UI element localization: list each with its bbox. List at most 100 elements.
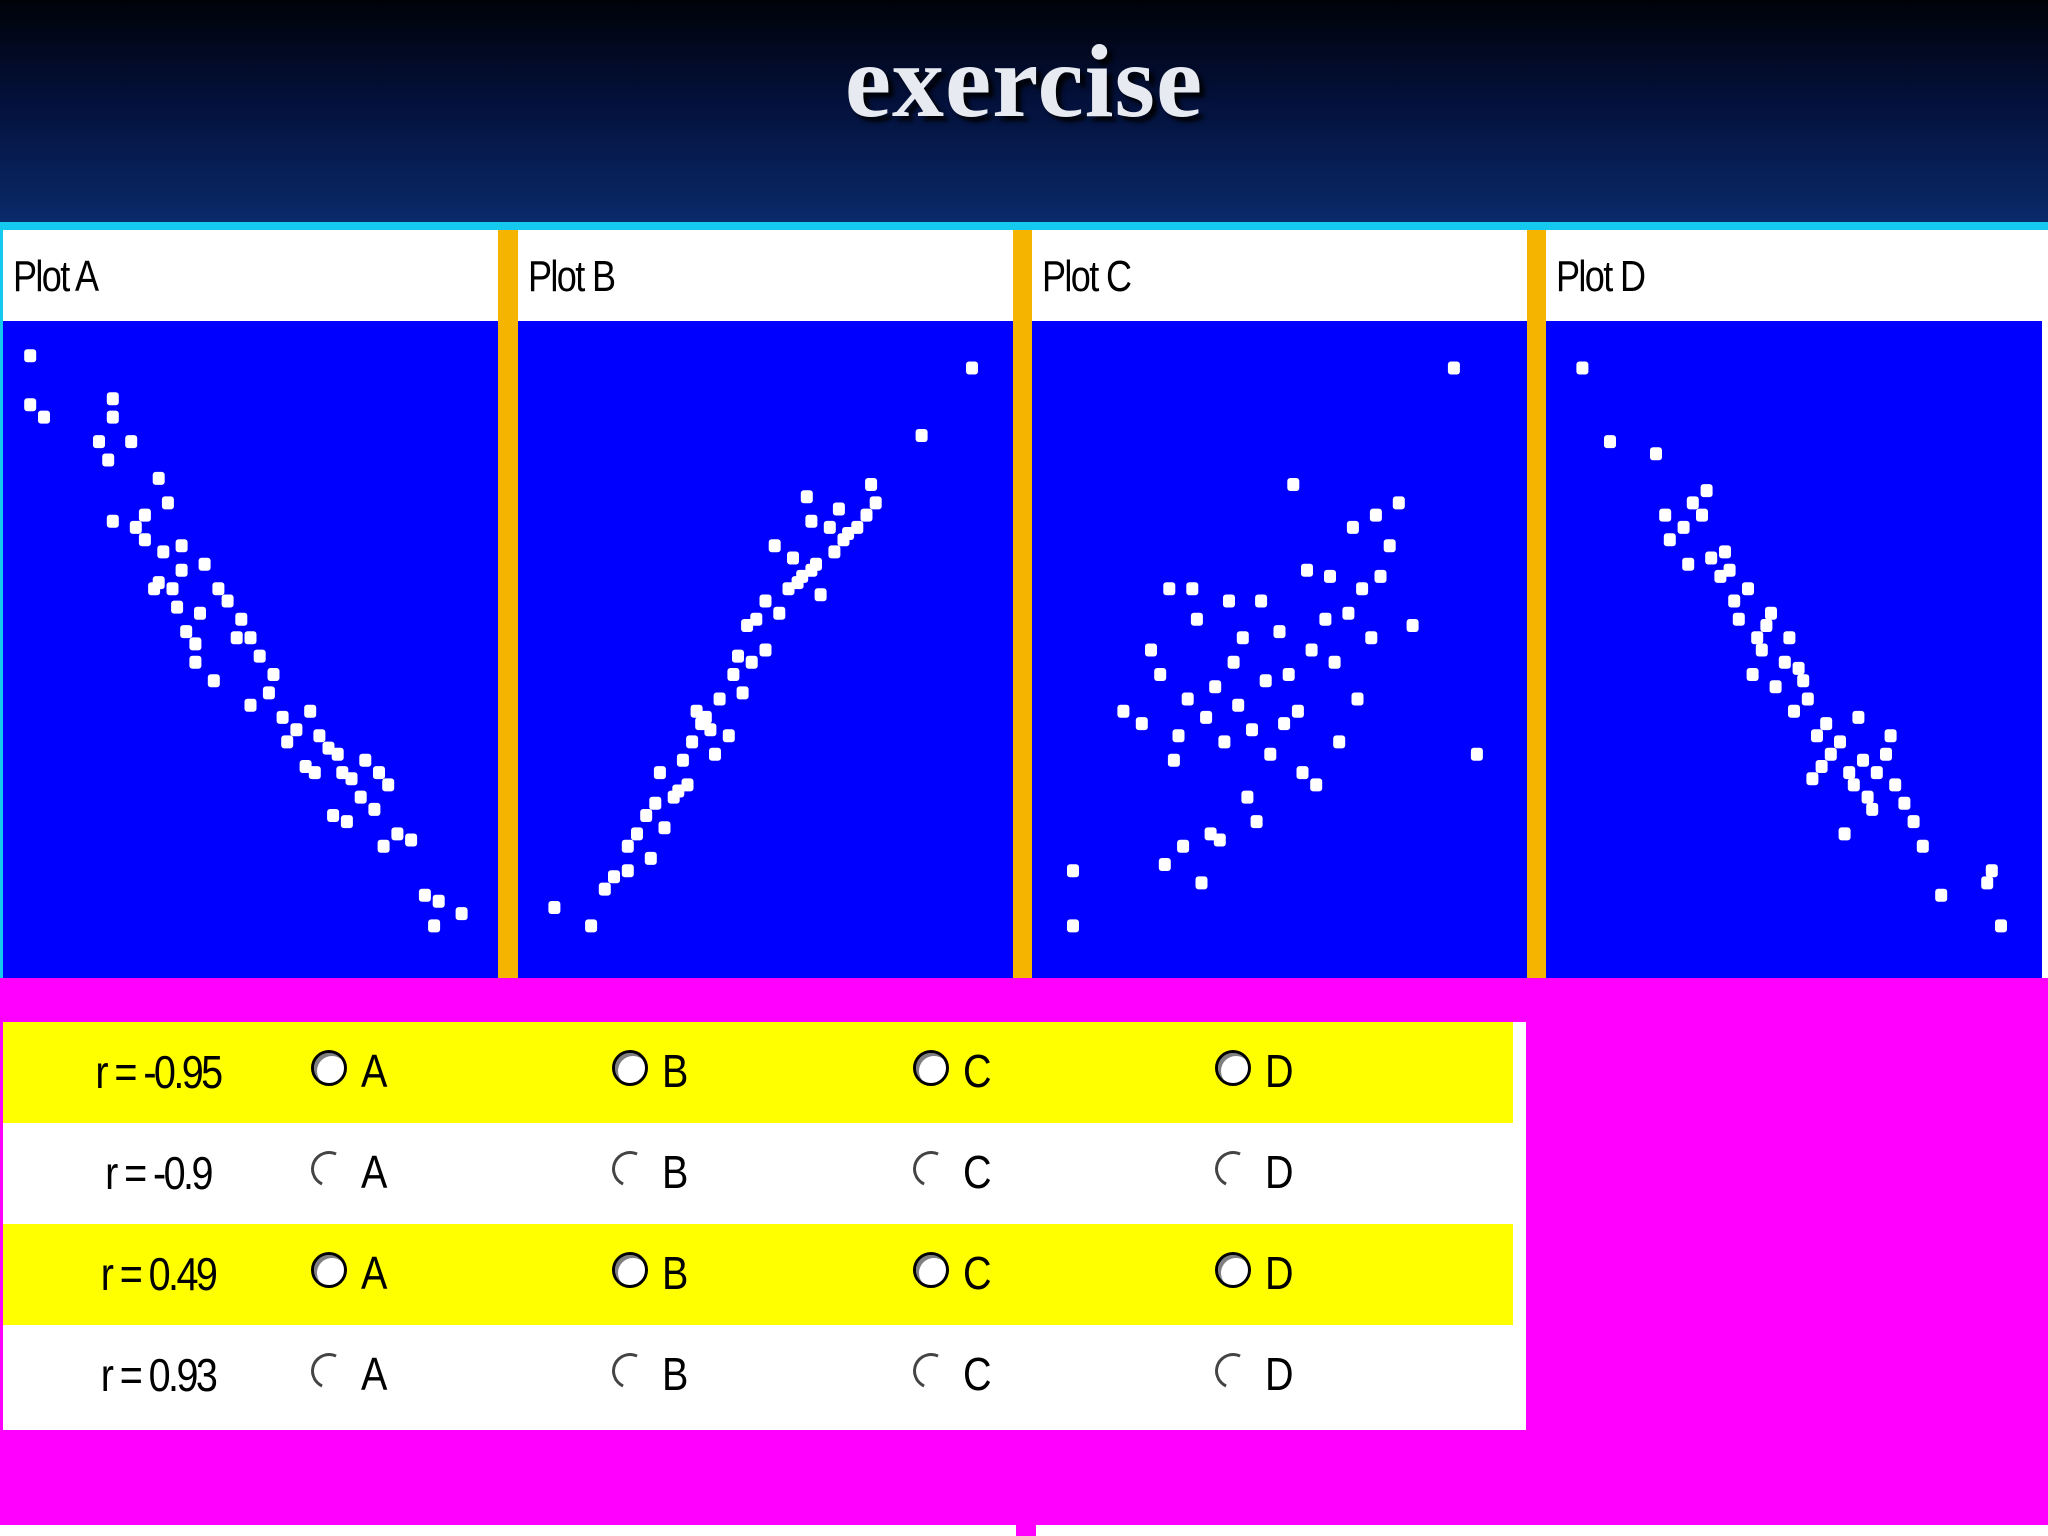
plot-c-scatter [1067,361,1483,933]
scatter-point [640,809,653,822]
scatter-point [1447,361,1460,375]
scatter-point [1995,919,2007,933]
scatter-point [1167,753,1180,767]
option-d-radio[interactable]: D [1209,1347,1415,1403]
scatter-point [1296,766,1309,780]
radio-icon[interactable] [311,1050,347,1086]
scatter-point [377,839,390,853]
scatter-point [681,778,694,792]
option-letter: C [963,1348,992,1400]
option-a-radio[interactable]: A [311,1044,511,1100]
scatter-point [732,649,744,663]
scatter-point [722,729,735,743]
radio-icon[interactable] [1215,1050,1251,1086]
scatter-point [171,600,184,614]
radio-icon[interactable] [612,1252,648,1288]
plot-panel-b: Plot B [518,230,1013,978]
plot-label-bar: Plot C [1032,230,1527,321]
scatter-point [1783,631,1796,645]
scatter-point [768,539,781,553]
scatter-point [235,612,248,626]
scatter-point [1259,674,1272,688]
plot-d-area [1546,321,2042,978]
radio-icon[interactable] [913,1050,949,1086]
scatter-point [713,692,726,706]
option-b-radio[interactable]: B [612,1246,812,1302]
scatter-point [653,766,666,780]
scatter-point [1834,735,1846,749]
option-c-radio[interactable]: C [913,1044,1113,1100]
plot-c-area [1032,321,1527,978]
option-c-radio[interactable]: C [907,1347,1113,1403]
scatter-point [1866,802,1879,816]
radio-icon[interactable] [606,1347,654,1395]
scatter-point [1346,520,1359,534]
scatter-point [1732,612,1745,626]
radio-icon[interactable] [305,1145,353,1193]
option-letter: D [1265,1045,1294,1097]
plot-panel-d: Plot D [1546,230,2042,978]
radio-icon[interactable] [913,1252,949,1288]
scatter-point [221,594,234,608]
option-c-radio[interactable]: C [907,1145,1113,1201]
scatter-point [1663,533,1676,547]
scatter-point [313,729,326,743]
option-b-radio[interactable]: B [606,1145,812,1201]
scatter-point [621,839,634,853]
radio-icon[interactable] [1215,1252,1251,1288]
scatter-point [649,796,662,810]
scatter-point [1264,747,1277,761]
option-d-radio[interactable]: D [1215,1246,1415,1302]
plot-c-label: Plot C [1042,252,1132,301]
scatter-point [1792,661,1805,675]
scatter-point [148,582,161,596]
option-a-radio[interactable]: A [311,1246,511,1302]
radio-icon[interactable] [606,1145,654,1193]
question-row: r = 0.49 A B C D [3,1224,1513,1325]
radio-icon[interactable] [907,1145,955,1193]
radio-icon[interactable] [305,1347,353,1395]
radio-icon[interactable] [1209,1145,1257,1193]
scatter-point [276,710,289,724]
scatter-point [1880,747,1892,761]
radio-icon[interactable] [311,1252,347,1288]
option-letter: D [1265,1348,1294,1400]
question-row: r = 0.93 A B C D [3,1325,1513,1426]
scatter-point [1227,655,1240,669]
option-c-radio[interactable]: C [913,1246,1113,1302]
scatter-point [1760,619,1773,632]
slide-title: exercise [844,24,1204,139]
scatter-point [865,478,878,491]
scatter-point [1769,680,1782,694]
scatter-point [782,582,795,596]
plot-label-bar: Plot B [518,230,1013,321]
scatter-point [1195,876,1208,890]
scatter-point [823,520,836,534]
scatter-point [1342,606,1355,620]
option-b-radio[interactable]: B [606,1347,812,1403]
scatter-point [1778,655,1791,669]
scatter-point [1223,594,1235,608]
option-letter: C [963,1045,992,1097]
radio-icon[interactable] [612,1050,648,1086]
option-d-radio[interactable]: D [1209,1145,1415,1201]
scatter-point [432,894,445,908]
scatter-point [773,606,786,620]
scatter-point [1811,729,1823,743]
scatter-point [915,429,928,442]
radio-icon[interactable] [907,1347,955,1395]
bottom-bar [0,1525,1016,1536]
plot-panel-c: Plot C [1032,230,1527,978]
scatter-point [1884,729,1897,743]
option-a-radio[interactable]: A [305,1347,511,1403]
radio-icon[interactable] [1209,1347,1257,1395]
scatter-point [1328,655,1341,669]
option-b-radio[interactable]: B [612,1044,812,1100]
scatter-point [1310,778,1323,792]
scatter-point [1067,864,1079,878]
option-d-radio[interactable]: D [1215,1044,1415,1100]
option-letter: D [1265,1146,1294,1198]
option-a-radio[interactable]: A [305,1145,511,1201]
scatter-point [1852,710,1865,724]
scatter-point [373,766,385,780]
